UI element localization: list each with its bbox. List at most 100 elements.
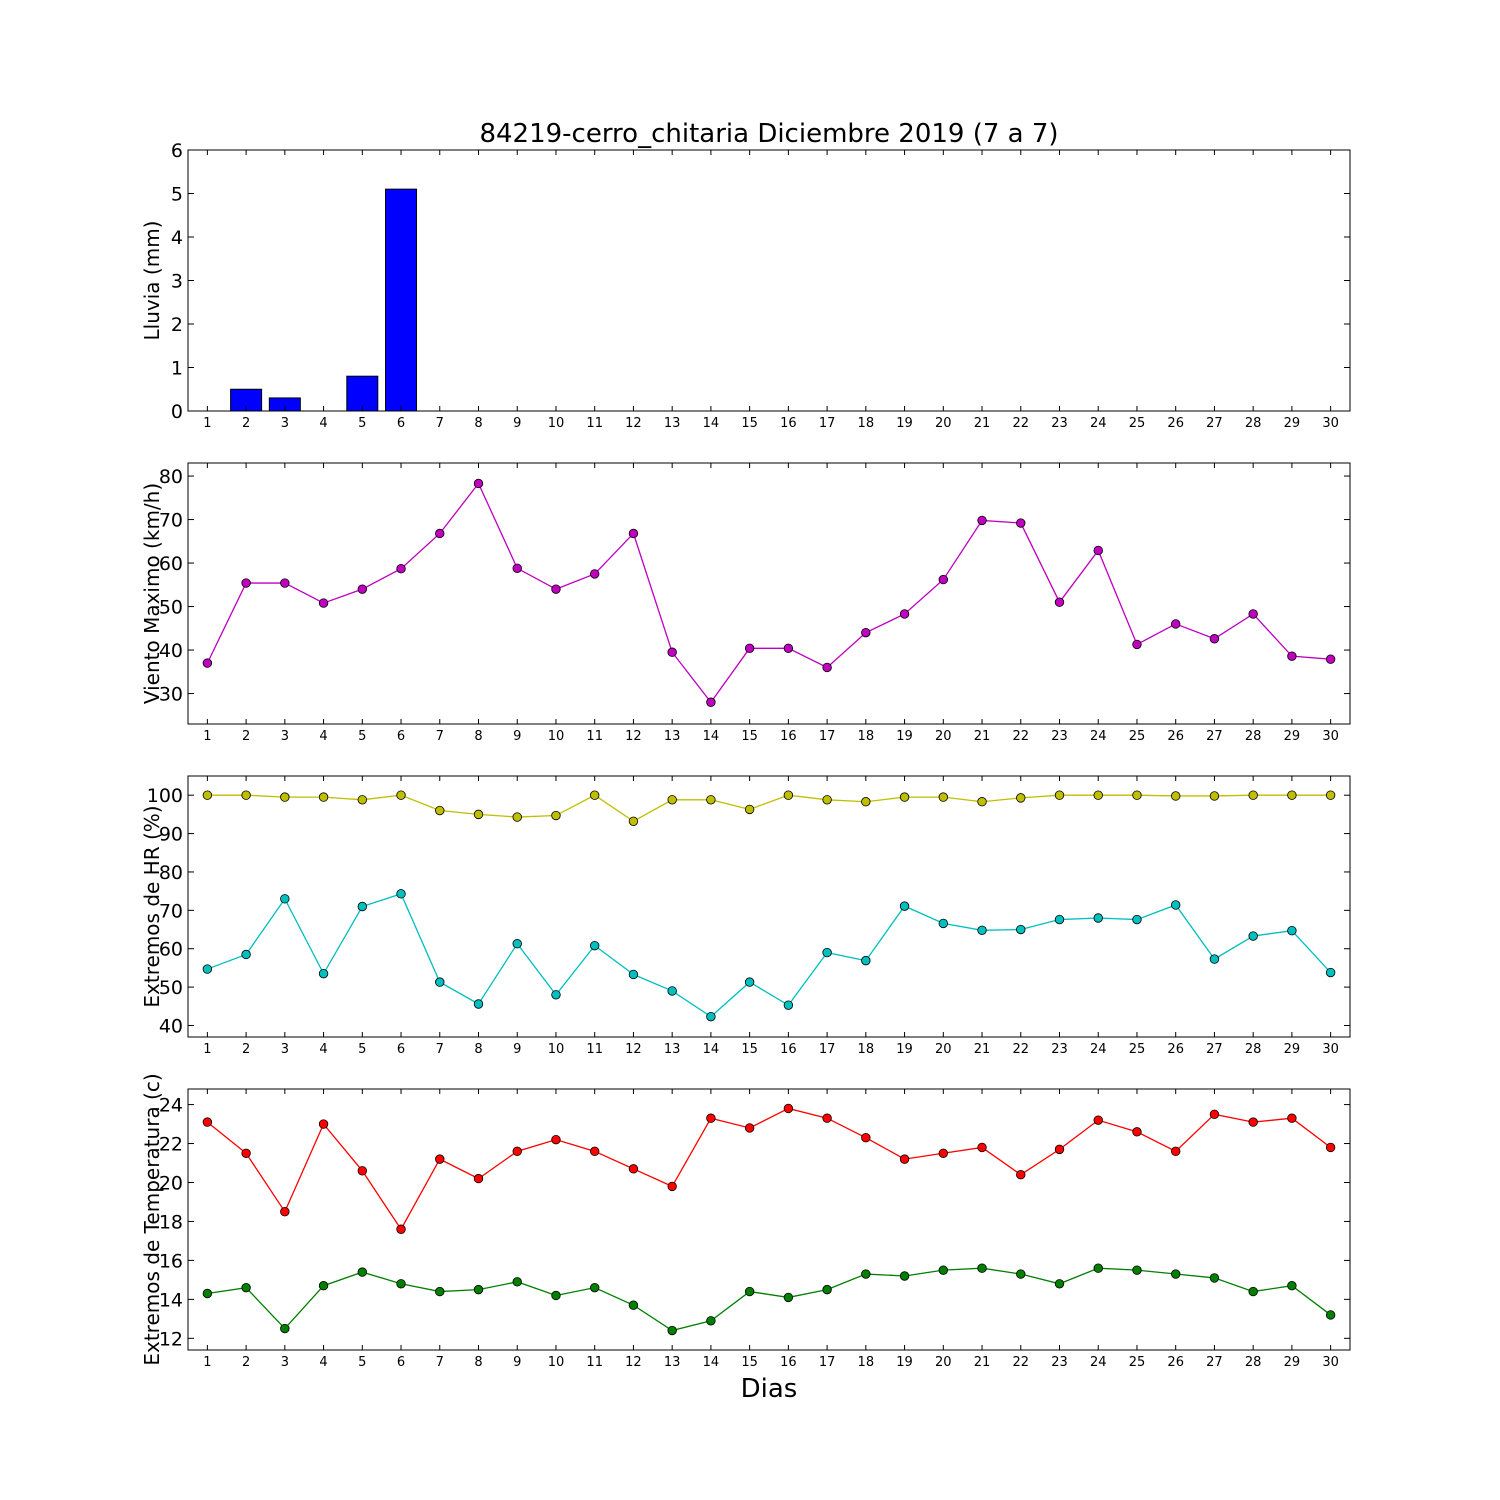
data-point-s2-day-25 xyxy=(1132,914,1142,925)
data-point-s1-day-19 xyxy=(899,792,910,802)
x-tick-label: 24 xyxy=(1090,416,1107,431)
data-point-s2-day-13 xyxy=(667,1325,677,1336)
plot-frame xyxy=(187,149,1351,412)
data-point-s2-day-29 xyxy=(1287,925,1297,936)
data-point-s2-day-26 xyxy=(1170,900,1181,910)
x-tick-label: 9 xyxy=(513,729,521,744)
y-tick-label: 5 xyxy=(171,184,183,206)
data-point-s1-day-7 xyxy=(435,805,445,816)
data-point-s1-day-27 xyxy=(1209,1109,1220,1120)
x-tick-label: 25 xyxy=(1129,729,1146,744)
y-tick-label: 30 xyxy=(159,684,183,706)
y-tick-label: 2 xyxy=(171,314,183,336)
x-tick-label: 22 xyxy=(1012,416,1029,431)
x-tick-label: 27 xyxy=(1206,1355,1223,1370)
data-point-s1-day-23 xyxy=(1054,790,1065,800)
y-tick-label: 80 xyxy=(159,466,183,488)
data-point-s2-day-19 xyxy=(899,1271,910,1281)
data-point-s1-day-3 xyxy=(280,578,290,588)
x-tick-label: 3 xyxy=(281,1355,289,1370)
x-tick-label: 16 xyxy=(780,416,797,431)
x-tick-label: 17 xyxy=(819,1355,836,1370)
x-tick-label: 13 xyxy=(664,416,681,431)
data-point-s1-day-29 xyxy=(1287,1113,1297,1123)
data-point-s1-day-22 xyxy=(1016,518,1026,528)
data-point-s2-day-10 xyxy=(551,990,561,1000)
data-point-s2-day-2 xyxy=(241,949,251,960)
data-point-s1-day-4 xyxy=(318,598,329,608)
data-point-s1-day-28 xyxy=(1248,1117,1258,1127)
x-tick-label: 4 xyxy=(319,1355,327,1370)
data-point-s2-day-18 xyxy=(861,1269,871,1279)
y-axis-label: Extremos de Temperatura (c) xyxy=(140,1073,164,1365)
x-tick-label: 24 xyxy=(1090,1355,1107,1370)
data-point-s1-day-1 xyxy=(202,658,213,668)
data-point-s2-day-25 xyxy=(1132,1265,1142,1275)
x-tick-label: 14 xyxy=(703,1042,720,1057)
data-point-s1-day-29 xyxy=(1287,790,1297,800)
data-point-s1-day-22 xyxy=(1016,793,1026,803)
plot-frame xyxy=(187,775,1351,1038)
y-tick-label: 12 xyxy=(159,1328,183,1350)
x-tick-label: 26 xyxy=(1167,416,1184,431)
data-point-s1-day-15 xyxy=(744,1123,755,1133)
y-tick-label: 40 xyxy=(159,1015,183,1037)
x-tick-label: 7 xyxy=(436,416,444,431)
x-tick-label: 8 xyxy=(474,416,482,431)
y-tick-label: 14 xyxy=(159,1289,183,1311)
data-point-s1-day-20 xyxy=(938,1148,949,1158)
data-point-s1-day-13 xyxy=(667,647,677,657)
data-point-s1-day-19 xyxy=(899,609,910,619)
plot-frame xyxy=(187,462,1351,725)
data-point-s2-day-3 xyxy=(280,1323,290,1334)
chart-title: 84219-cerro_chitaria Diciembre 2019 (7 a… xyxy=(479,119,1058,149)
data-point-s2-day-6 xyxy=(396,889,406,899)
x-axis-label: Dias xyxy=(741,1374,798,1404)
data-point-s2-day-30 xyxy=(1325,1310,1336,1320)
series-line-1 xyxy=(206,1107,1332,1231)
data-point-s2-day-20 xyxy=(938,1265,949,1275)
x-tick-label: 30 xyxy=(1322,1355,1339,1370)
data-point-s2-day-4 xyxy=(318,968,329,979)
x-tick-label: 4 xyxy=(319,416,327,431)
data-point-s1-day-15 xyxy=(744,804,755,815)
x-tick-label: 19 xyxy=(896,1355,913,1370)
y-tick-label: 50 xyxy=(159,977,183,999)
x-tick-label: 3 xyxy=(281,1042,289,1057)
data-point-s1-day-27 xyxy=(1209,634,1220,644)
x-tick-label: 8 xyxy=(474,1042,482,1057)
x-tick-label: 19 xyxy=(896,729,913,744)
x-tick-label: 6 xyxy=(397,1042,405,1057)
data-point-s2-day-26 xyxy=(1170,1269,1181,1279)
x-tick-label: 4 xyxy=(319,1042,327,1057)
x-tick-label: 20 xyxy=(935,416,952,431)
panel-1: 1 2 3 4 5 6 7 8 9 10 11 12 13 14 15 16 17 18 19 20 21 22 23 24 2… xyxy=(140,140,1351,431)
y-tick-label: 40 xyxy=(159,640,183,662)
data-point-s1-day-24 xyxy=(1093,1115,1103,1125)
x-tick-label: 18 xyxy=(858,416,875,431)
data-point-s1-day-30 xyxy=(1325,654,1336,664)
data-point-s1-day-7 xyxy=(435,528,445,539)
data-point-s2-day-13 xyxy=(667,986,677,996)
x-tick-label: 1 xyxy=(203,729,211,744)
x-tick-label: 6 xyxy=(397,416,405,431)
plot-frame xyxy=(187,1088,1351,1351)
x-tick-label: 11 xyxy=(586,416,603,431)
y-tick-label: 60 xyxy=(159,939,183,961)
data-point-s1-day-5 xyxy=(357,584,368,594)
data-point-s1-day-20 xyxy=(938,792,949,802)
y-tick-label: 70 xyxy=(159,510,183,532)
data-point-s1-day-30 xyxy=(1325,790,1336,800)
data-point-s1-day-8 xyxy=(473,1173,484,1184)
data-point-s1-day-14 xyxy=(706,1113,716,1123)
x-tick-label: 1 xyxy=(203,416,211,431)
data-point-s1-day-6 xyxy=(396,790,406,800)
data-point-s2-day-2 xyxy=(241,1282,251,1293)
x-tick-label: 24 xyxy=(1090,729,1107,744)
data-point-s1-day-18 xyxy=(861,627,871,638)
data-point-s2-day-5 xyxy=(357,1267,368,1277)
data-point-s1-day-22 xyxy=(1016,1169,1026,1180)
x-tick-label: 13 xyxy=(664,1042,681,1057)
x-tick-label: 11 xyxy=(586,729,603,744)
